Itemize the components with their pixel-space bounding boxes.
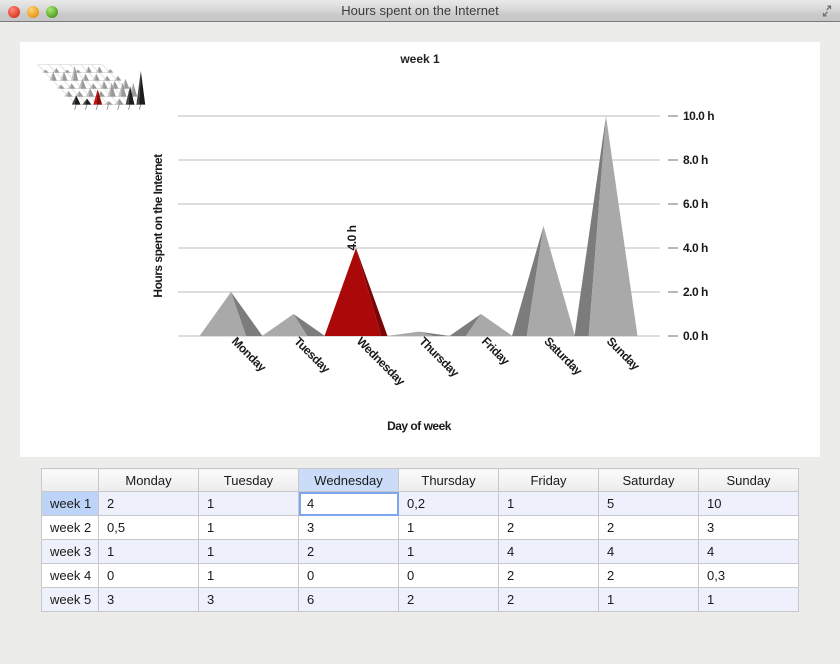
svg-text:Sunday: Sunday: [604, 334, 643, 373]
svg-text:Tuesday: Tuesday: [291, 334, 333, 376]
svg-text:4.0 h: 4.0 h: [683, 241, 708, 255]
svg-text:Thursday: Thursday: [416, 334, 462, 380]
svg-text:4.0 h: 4.0 h: [345, 225, 359, 250]
svg-text:Saturday: Saturday: [541, 334, 585, 378]
svg-text:Day of week: Day of week: [387, 419, 452, 433]
svg-text:8.0 h: 8.0 h: [683, 153, 708, 167]
svg-text:10.0 h: 10.0 h: [683, 109, 714, 123]
svg-text:Hours spent on the Internet: Hours spent on the Internet: [151, 154, 165, 298]
svg-text:Monday: Monday: [229, 334, 269, 374]
svg-text:6.0 h: 6.0 h: [683, 197, 708, 211]
svg-text:0.0 h: 0.0 h: [683, 329, 708, 343]
svg-text:Wednesday: Wednesday: [354, 334, 408, 388]
svg-text:2.0 h: 2.0 h: [683, 285, 708, 299]
svg-text:Friday: Friday: [479, 334, 513, 368]
